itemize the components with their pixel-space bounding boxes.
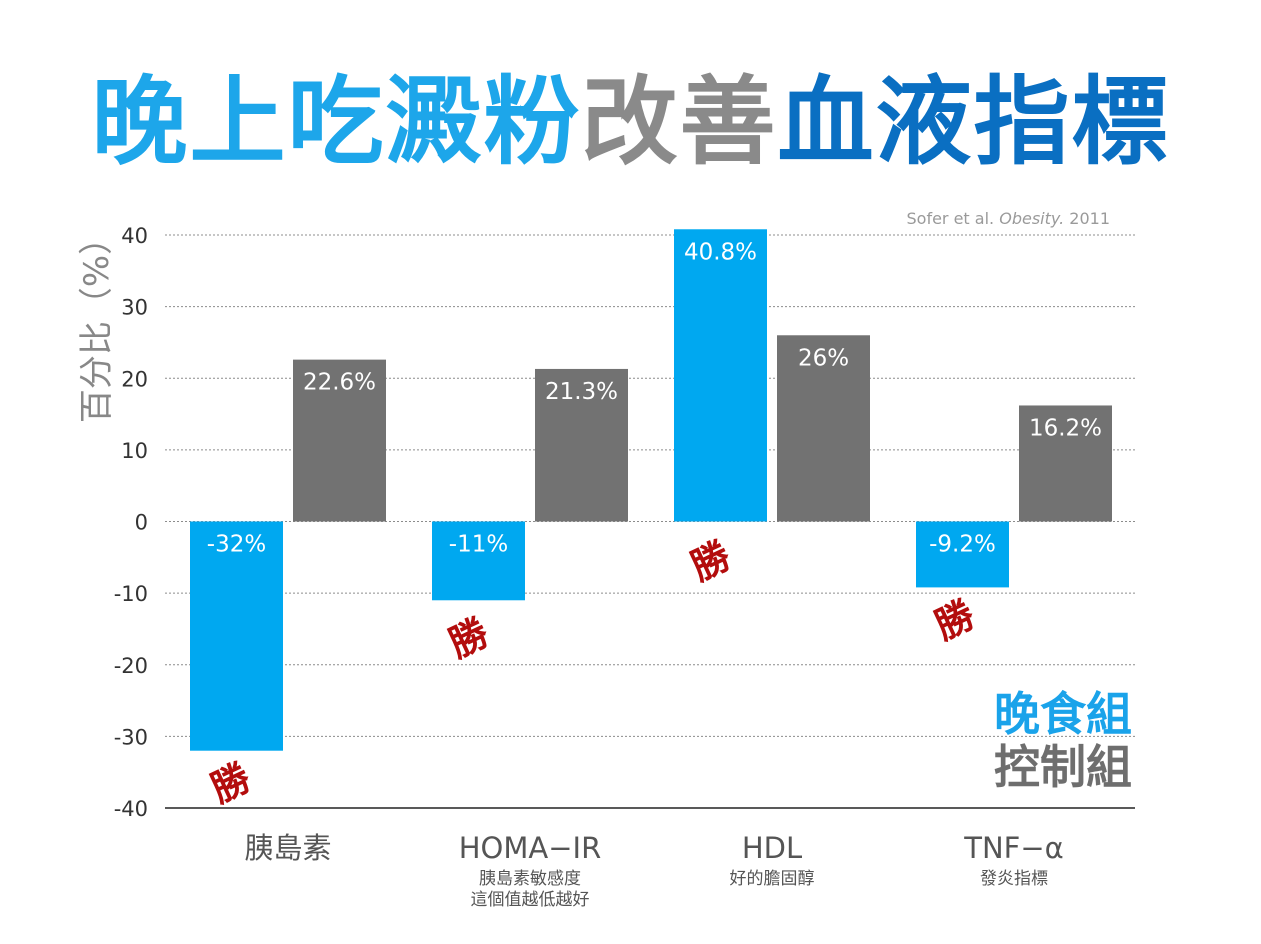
title-part-1: 晚上吃澱粉 bbox=[91, 66, 582, 178]
bar bbox=[190, 521, 283, 751]
win-annotation: 勝 bbox=[204, 755, 258, 811]
y-tick-label: -40 bbox=[114, 797, 148, 821]
title-part-3: 血液指標 bbox=[777, 66, 1170, 178]
bar bbox=[432, 521, 525, 601]
x-category-sublabel: 胰島素敏感度 bbox=[479, 869, 581, 889]
bar bbox=[1019, 405, 1112, 522]
y-axis-label: 百分比（%） bbox=[77, 221, 117, 423]
data-label: 16.2% bbox=[1029, 415, 1102, 441]
data-label: -9.2% bbox=[929, 532, 996, 558]
x-category-label: TNF−α bbox=[963, 831, 1064, 865]
y-tick-label: -10 bbox=[114, 582, 148, 606]
y-tick-label: -30 bbox=[114, 725, 148, 749]
bar bbox=[916, 521, 1009, 588]
bar bbox=[535, 368, 628, 522]
data-label: -11% bbox=[449, 532, 508, 558]
y-tick-label: 40 bbox=[121, 224, 148, 248]
x-category-sublabel: 好的膽固醇 bbox=[730, 869, 815, 889]
data-label: 40.8% bbox=[684, 239, 757, 265]
y-tick-label: 0 bbox=[135, 511, 148, 535]
x-category-label: HOMA−IR bbox=[459, 831, 602, 865]
data-label: 21.3% bbox=[545, 379, 618, 405]
bar bbox=[674, 229, 767, 522]
data-label: 26% bbox=[798, 345, 849, 371]
data-label: -32% bbox=[207, 532, 266, 558]
source-citation: Sofer et al. Obesity. 2011 bbox=[907, 209, 1111, 228]
x-category-label: HDL bbox=[742, 831, 802, 865]
y-tick-label: 30 bbox=[121, 296, 148, 320]
bar bbox=[777, 335, 870, 522]
page-title: 晚上吃澱粉改善血液指標 bbox=[0, 62, 1261, 182]
legend-item: 控制組 bbox=[994, 740, 1132, 794]
bar bbox=[293, 359, 386, 522]
y-tick-label: 10 bbox=[121, 439, 148, 463]
x-category-sublabel: 這個值越低越好 bbox=[471, 890, 590, 910]
win-annotation: 勝 bbox=[442, 610, 496, 666]
title-part-2: 改善 bbox=[581, 66, 778, 178]
x-category-label: 胰島素 bbox=[244, 831, 331, 865]
win-annotation: 勝 bbox=[928, 592, 982, 648]
y-tick-label: 20 bbox=[121, 367, 148, 391]
win-annotation: 勝 bbox=[684, 533, 738, 589]
data-label: 22.6% bbox=[303, 370, 376, 396]
x-category-sublabel: 發炎指標 bbox=[980, 869, 1048, 889]
legend-item: 晚食組 bbox=[994, 687, 1132, 741]
y-tick-label: -20 bbox=[114, 654, 148, 678]
